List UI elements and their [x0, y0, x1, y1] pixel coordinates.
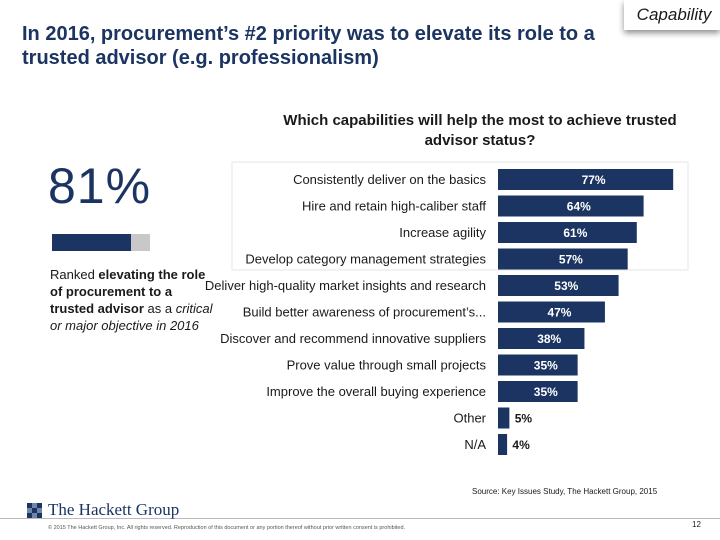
- category-label: Improve the overall buying experience: [266, 384, 486, 399]
- page-number: 12: [692, 520, 701, 529]
- value-label: 77%: [582, 173, 606, 187]
- company-logo: The Hackett Group: [27, 500, 179, 520]
- bar-chart: Consistently deliver on the basics 77% Hir…: [205, 161, 689, 455]
- stat-text-1: Ranked: [50, 267, 99, 282]
- bar: [498, 222, 637, 243]
- stat-text-italic: critical or major objective in 2016: [50, 301, 213, 333]
- bar: [498, 434, 508, 455]
- category-label: Develop category management strategies: [245, 252, 486, 267]
- copyright-text: © 2015 The Hackett Group, Inc. All right…: [48, 525, 406, 531]
- category-label: Deliver high-quality market insights and…: [205, 278, 486, 293]
- value-label: 35%: [534, 359, 558, 373]
- category-label: N/A: [464, 437, 486, 452]
- bar: [498, 195, 644, 217]
- category-label: Hire and retain high-caliber staff: [302, 199, 486, 214]
- bar: [498, 248, 628, 270]
- category-label: Other: [453, 411, 486, 426]
- source-note: Source: Key Issues Study, The Hackett Gr…: [472, 487, 658, 496]
- category-label: Discover and recommend innovative suppli…: [220, 331, 486, 346]
- value-label: 64%: [567, 200, 591, 214]
- bar: [498, 354, 578, 376]
- footer-divider: [0, 518, 720, 519]
- value-label: 47%: [547, 306, 571, 320]
- stat-bar-fill: [52, 234, 132, 251]
- value-label: 38%: [537, 332, 561, 346]
- bar: [498, 407, 510, 429]
- section-tag: Capability: [624, 0, 720, 30]
- bar: [498, 275, 619, 296]
- value-label: 61%: [563, 226, 587, 240]
- category-label: Consistently deliver on the basics: [293, 172, 486, 187]
- bar: [498, 301, 605, 323]
- category-label: Build better awareness of procurement’s.…: [243, 305, 486, 320]
- chart-question: Which capabilities will help the most to…: [283, 112, 677, 149]
- stat-bar: [52, 234, 150, 251]
- value-label: 57%: [559, 253, 583, 267]
- bar: [498, 381, 578, 402]
- bar: [498, 328, 585, 349]
- value-label: 53%: [554, 279, 578, 293]
- chart-frame: [231, 161, 689, 271]
- stat-value: 81%: [48, 158, 152, 214]
- logo-text: The Hackett Group: [48, 500, 180, 519]
- bar: [498, 169, 674, 190]
- stat-text-2: as a: [143, 301, 176, 316]
- page-title: In 2016, procurement’s #2 priority was t…: [22, 23, 595, 69]
- category-label: Prove value through small projects: [287, 358, 487, 373]
- value-label: 5%: [515, 412, 533, 426]
- value-label: 35%: [534, 385, 558, 399]
- logo-mark-icon: [27, 502, 42, 518]
- stat-text-bold: elevating the role of procurement to a t…: [50, 267, 206, 316]
- value-label: 4%: [512, 438, 530, 452]
- stat-description: Ranked elevating the role of procurement…: [50, 266, 215, 334]
- category-label: Increase agility: [399, 225, 486, 240]
